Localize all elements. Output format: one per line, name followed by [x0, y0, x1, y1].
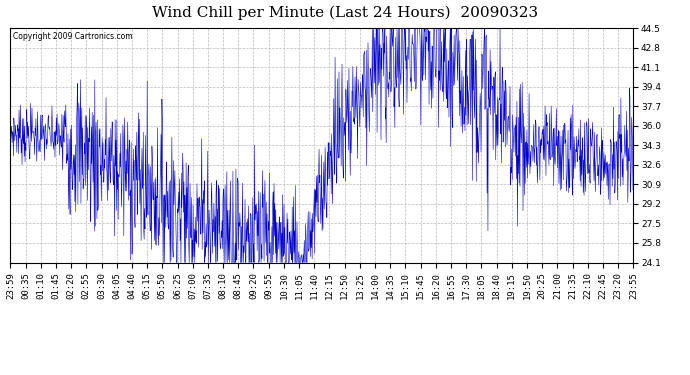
Text: Wind Chill per Minute (Last 24 Hours)  20090323: Wind Chill per Minute (Last 24 Hours) 20… [152, 6, 538, 20]
Text: Copyright 2009 Cartronics.com: Copyright 2009 Cartronics.com [14, 32, 133, 40]
